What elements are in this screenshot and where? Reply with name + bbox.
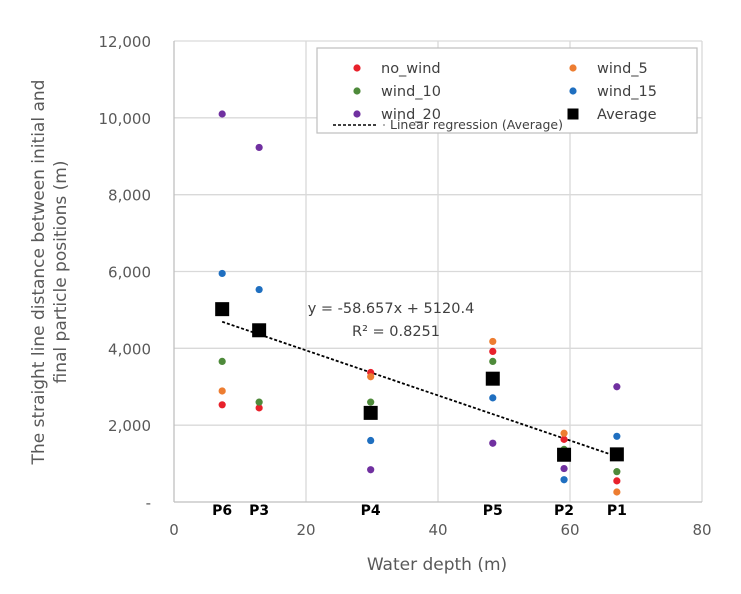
legend-item-wind-10: wind_10 xyxy=(353,84,441,100)
y-tick-label: 6,000 xyxy=(108,264,151,282)
point-wind-5 xyxy=(367,373,375,381)
legend-marker-dot xyxy=(353,64,361,72)
x-tick-labels: 0 20 40 60 80 xyxy=(169,521,711,539)
legend-label: wind_10 xyxy=(381,84,441,100)
point-wind-20 xyxy=(255,143,263,152)
y-tick-labels: - 2,000 4,000 6,000 8,000 10,000 12,000 xyxy=(99,33,152,512)
x-tick-label: 20 xyxy=(296,521,315,539)
point-wind-15 xyxy=(255,285,263,294)
regression-r2: R² = 0.8251 xyxy=(352,324,440,340)
point-wind-10 xyxy=(489,357,497,365)
series-wind-10 xyxy=(218,357,621,476)
station-label-p2: P2 xyxy=(554,503,574,519)
legend-item-wind-5: wind_5 xyxy=(569,61,648,77)
legend-marker-square xyxy=(567,108,579,120)
point-no-wind xyxy=(613,477,621,485)
point-wind-20 xyxy=(218,110,226,118)
y-axis-title: The straight line distance between initi… xyxy=(29,80,71,466)
data-points xyxy=(215,110,624,496)
legend-item-wind-15: wind_15 xyxy=(569,84,657,100)
point-wind-20 xyxy=(489,439,497,447)
legend-marker-dot xyxy=(569,87,577,95)
axes xyxy=(173,41,702,503)
station-label-p5: P5 xyxy=(483,503,503,519)
station-label-p4: P4 xyxy=(361,503,381,519)
x-tick-label: 40 xyxy=(428,521,447,539)
station-label-p1: P1 xyxy=(607,503,627,519)
legend-item-wind-20: wind_20 xyxy=(353,107,441,123)
point-wind-15 xyxy=(367,436,375,445)
point-wind-10 xyxy=(218,357,226,365)
x-axis-title: Water depth (m) xyxy=(367,555,507,575)
legend: no_wind wind_5 wind_10 wind_15 wind_20 Averag… xyxy=(316,47,698,134)
x-tick-label: 80 xyxy=(692,521,711,539)
legend-marker-dot xyxy=(569,64,577,72)
point-wind-5 xyxy=(489,337,497,346)
series-average xyxy=(215,302,624,462)
regression-line xyxy=(221,320,618,458)
point-wind-20 xyxy=(560,464,568,473)
point-average xyxy=(252,323,267,338)
legend-label: no_wind xyxy=(381,61,441,77)
y-axis-title-line-2: final particle positions (m) xyxy=(51,161,71,384)
point-average xyxy=(609,447,624,462)
x-tick-label: 0 xyxy=(169,521,179,539)
regression-line-path xyxy=(221,320,618,458)
point-wind-15 xyxy=(613,432,621,440)
point-wind-20 xyxy=(367,466,375,474)
series-wind-15 xyxy=(218,269,621,484)
legend-item-no-wind: no_wind xyxy=(353,61,441,77)
y-tick-label: 8,000 xyxy=(108,187,151,205)
point-wind-15 xyxy=(489,394,497,402)
legend-item-average: Average xyxy=(567,107,657,123)
series-wind-20 xyxy=(218,110,621,474)
point-wind-5 xyxy=(560,429,568,437)
y-tick-label: - xyxy=(146,494,151,512)
y-tick-label: 10,000 xyxy=(99,110,152,128)
legend-separator-dot xyxy=(383,124,385,126)
point-average xyxy=(363,405,378,420)
legend-box xyxy=(316,47,698,134)
point-wind-5 xyxy=(613,488,621,496)
legend-marker-dot xyxy=(353,110,361,118)
point-wind-10 xyxy=(255,398,263,406)
y-tick-label: 12,000 xyxy=(99,33,152,51)
point-average xyxy=(215,302,230,317)
legend-label: Linear regression (Average) xyxy=(390,117,563,132)
x-tick-label: 60 xyxy=(560,521,579,539)
point-labels: P6 P3 P4 P5 P2 P1 xyxy=(212,503,627,519)
point-no-wind xyxy=(255,404,263,412)
legend-item-regression: Linear regression (Average) xyxy=(333,117,563,132)
regression-equation: y = -58.657x + 5120.4 xyxy=(308,301,475,317)
series-wind-5 xyxy=(218,337,621,496)
point-average xyxy=(485,371,500,386)
legend-label: wind_20 xyxy=(381,107,441,123)
point-wind-5 xyxy=(218,387,226,395)
legend-label: Average xyxy=(597,107,657,123)
point-no-wind xyxy=(560,435,568,443)
series-no-wind xyxy=(218,347,621,485)
y-axis-title-line-1: The straight line distance between initi… xyxy=(29,80,49,466)
station-label-p6: P6 xyxy=(212,503,232,519)
point-no-wind xyxy=(218,401,226,409)
legend-label: wind_5 xyxy=(597,61,648,77)
y-tick-label: 4,000 xyxy=(108,340,151,358)
point-wind-20 xyxy=(613,383,621,391)
y-tick-label: 2,000 xyxy=(108,417,151,435)
point-wind-10 xyxy=(367,398,375,406)
point-average xyxy=(557,447,572,462)
legend-label: wind_15 xyxy=(597,84,657,100)
point-wind-15 xyxy=(218,269,226,278)
point-no-wind xyxy=(489,347,497,356)
point-wind-10 xyxy=(613,468,621,476)
point-wind-15 xyxy=(560,476,568,484)
legend-marker-dot xyxy=(353,87,361,95)
station-label-p3: P3 xyxy=(249,503,269,519)
